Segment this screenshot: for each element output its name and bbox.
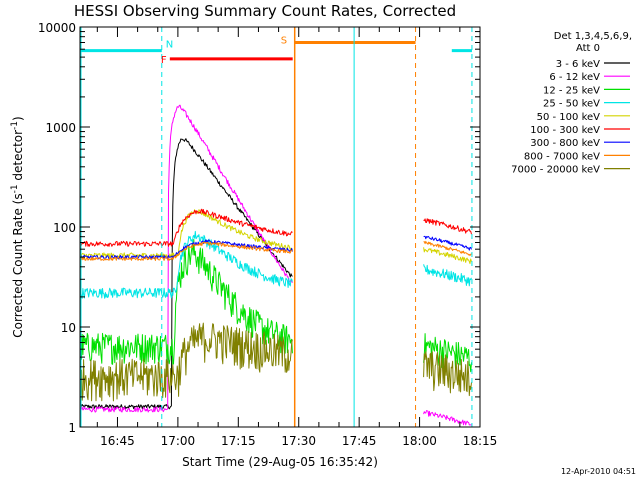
y-tick-label: 10 — [61, 321, 76, 335]
observing-flags: NF S — [80, 27, 473, 427]
legend-entry-label: 100 - 300 keV — [530, 125, 600, 136]
legend-entry-label: 25 - 50 keV — [543, 99, 600, 110]
series-line — [79, 208, 472, 247]
render-timestamp: 12-Apr-2010 04:51 — [561, 467, 636, 476]
series-line — [79, 240, 472, 261]
y-tick-label: 1 — [68, 421, 76, 435]
y-tick-label: 10000 — [38, 21, 76, 35]
plot-frame — [79, 26, 481, 428]
x-axis-label: Start Time (29-Aug-05 16:35:42) — [182, 455, 378, 469]
x-tick-label: 17:00 — [161, 434, 196, 448]
legend-entry-label: 3 - 6 keV — [556, 59, 600, 70]
legend-entry-label: 300 - 800 keV — [530, 138, 600, 149]
legend-title: Det 1,3,4,5,6,9, — [554, 31, 632, 42]
legend-entry-label: 800 - 7000 keV — [524, 151, 600, 162]
y-axis: 1 10 100 1000 10000 — [38, 21, 480, 435]
y-tick-label: 1000 — [45, 121, 76, 135]
x-tick-label: 17:45 — [342, 434, 377, 448]
y-axis-label: Corrected Count Rate (s-1 detector-1) — [10, 116, 25, 337]
x-axis: 16:45 17:00 17:15 17:30 17:45 18:00 18:15 — [96, 27, 498, 448]
x-tick-label: 17:15 — [221, 434, 256, 448]
x-tick-label: 17:30 — [281, 434, 316, 448]
night-flag-letter: N — [166, 40, 173, 51]
series-line — [79, 322, 472, 402]
x-tick-label: 18:00 — [402, 434, 437, 448]
saa-flag-letter: S — [281, 35, 287, 46]
legend-subtitle: Att 0 — [576, 43, 600, 54]
series-line — [79, 209, 472, 265]
x-tick-label: 18:15 — [463, 434, 498, 448]
legend-entry-label: 12 - 25 keV — [543, 85, 600, 96]
series-traces — [79, 104, 472, 426]
legend: 3 - 6 keV 6 - 12 keV 12 - 25 keV 25 - 50 ke… — [511, 59, 630, 176]
series-line — [79, 235, 472, 260]
y-tick-label: 100 — [53, 221, 76, 235]
legend-entry-label: 7000 - 20000 keV — [511, 165, 600, 176]
flare-flag-letter: F — [161, 55, 167, 66]
series-line — [79, 104, 472, 426]
x-tick-label: 16:45 — [100, 434, 135, 448]
chart-title: HESSI Observing Summary Count Rates, Cor… — [74, 2, 456, 20]
legend-entry-label: 6 - 12 keV — [549, 72, 600, 83]
legend-entry-label: 50 - 100 keV — [537, 112, 601, 123]
